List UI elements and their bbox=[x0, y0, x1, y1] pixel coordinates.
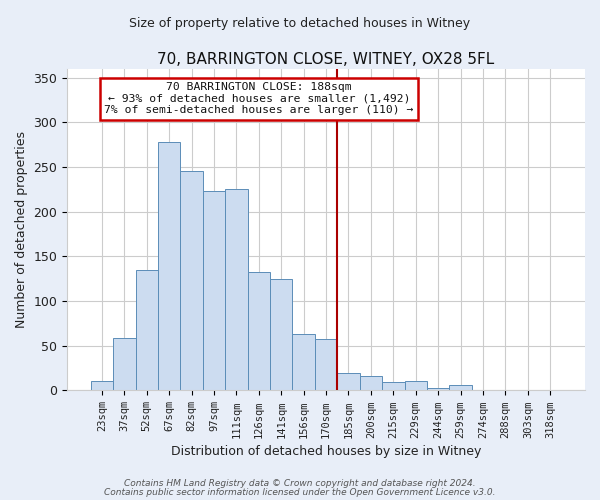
Y-axis label: Number of detached properties: Number of detached properties bbox=[15, 131, 28, 328]
Bar bbox=[113, 338, 136, 390]
Text: 70 BARRINGTON CLOSE: 188sqm
← 93% of detached houses are smaller (1,492)
7% of s: 70 BARRINGTON CLOSE: 188sqm ← 93% of det… bbox=[104, 82, 413, 116]
Bar bbox=[315, 340, 337, 390]
Text: Size of property relative to detached houses in Witney: Size of property relative to detached ho… bbox=[130, 18, 470, 30]
Bar bbox=[427, 388, 449, 390]
Bar bbox=[404, 382, 427, 390]
Bar bbox=[91, 382, 113, 390]
Title: 70, BARRINGTON CLOSE, WITNEY, OX28 5FL: 70, BARRINGTON CLOSE, WITNEY, OX28 5FL bbox=[157, 52, 495, 68]
Text: Contains public sector information licensed under the Open Government Licence v3: Contains public sector information licen… bbox=[104, 488, 496, 497]
Bar bbox=[181, 172, 203, 390]
Bar bbox=[248, 272, 270, 390]
Bar bbox=[136, 270, 158, 390]
Bar bbox=[203, 191, 225, 390]
Bar bbox=[337, 374, 360, 390]
X-axis label: Distribution of detached houses by size in Witney: Distribution of detached houses by size … bbox=[171, 444, 481, 458]
Text: Contains HM Land Registry data © Crown copyright and database right 2024.: Contains HM Land Registry data © Crown c… bbox=[124, 479, 476, 488]
Bar bbox=[382, 382, 404, 390]
Bar bbox=[225, 190, 248, 390]
Bar bbox=[449, 385, 472, 390]
Bar bbox=[360, 376, 382, 390]
Bar bbox=[270, 278, 292, 390]
Bar bbox=[158, 142, 181, 390]
Bar bbox=[292, 334, 315, 390]
